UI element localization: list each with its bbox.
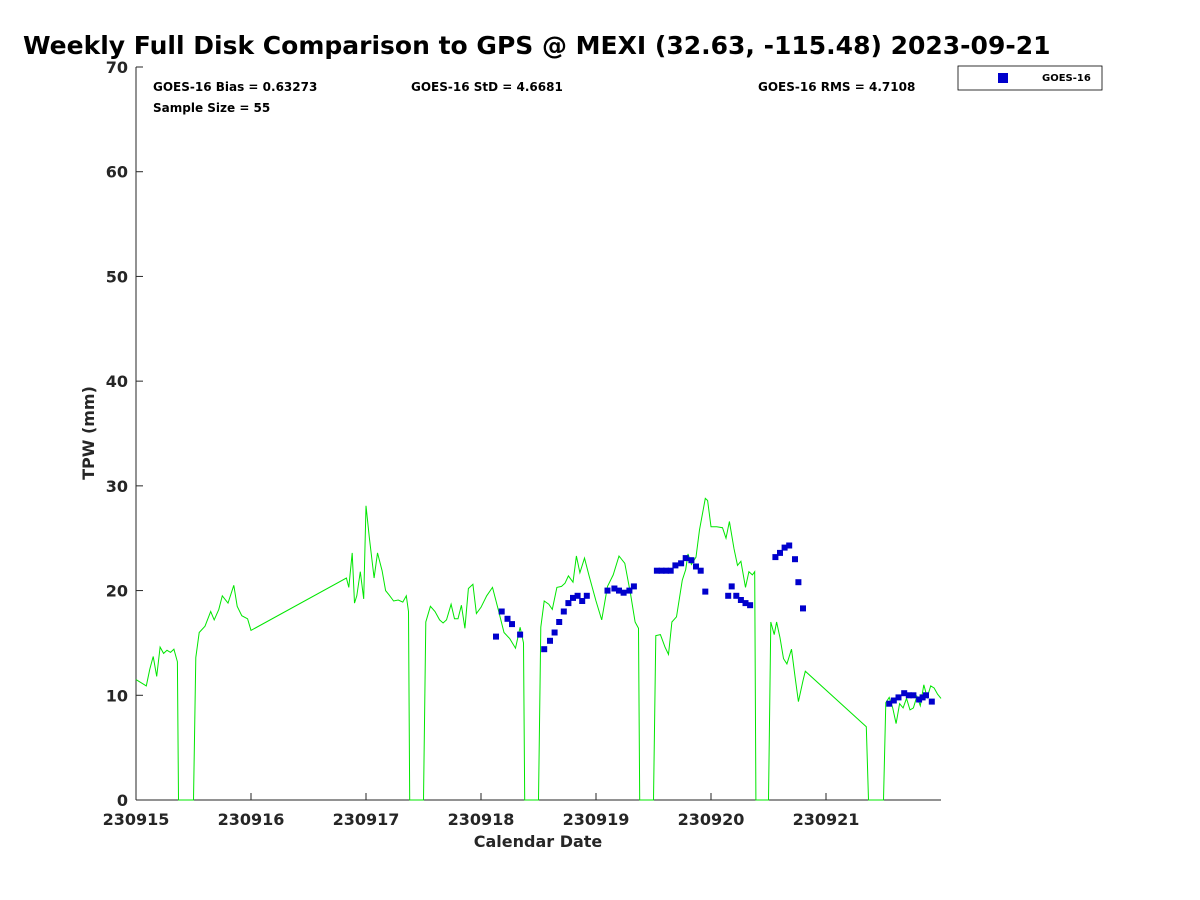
- goes16-data-point: [886, 700, 893, 707]
- std-stat: GOES-16 StD = 4.6681: [411, 80, 563, 94]
- sample-size-stat: Sample Size = 55: [153, 101, 270, 115]
- x-tick-label: 230921: [793, 810, 860, 829]
- goes16-data-point: [733, 592, 740, 599]
- goes16-data-point: [895, 694, 902, 701]
- goes16-data-point: [663, 567, 670, 574]
- goes16-data-point: [517, 631, 524, 638]
- plot-area: [135, 67, 941, 801]
- goes16-data-point: [626, 587, 633, 594]
- goes16-data-point: [611, 585, 618, 592]
- legend-box: [957, 65, 1103, 91]
- x-tick-label: 230916: [218, 810, 285, 829]
- goes16-data-point: [579, 598, 586, 604]
- goes16-data-point: [772, 554, 779, 561]
- goes16-data-point: [747, 602, 754, 609]
- goes16-data-point: [541, 646, 548, 653]
- y-axis-ticks: 0 10 20 30 40 50 60 70: [106, 58, 143, 810]
- goes16-data-point: [547, 637, 553, 644]
- goes16-data-point: [901, 690, 908, 697]
- x-axis-ticks: 230915 230916 230917 230918 230919 230920 2309…: [103, 793, 860, 829]
- y-tick-label: 60: [106, 163, 128, 182]
- x-tick-label: 230918: [448, 810, 515, 829]
- goes16-data-point: [910, 692, 917, 699]
- goes16-data-point: [498, 608, 505, 615]
- goes16-data-point: [737, 597, 744, 603]
- x-axis-label: Calendar Date: [474, 832, 603, 851]
- goes16-data-point: [616, 587, 622, 594]
- goes16-data-point: [777, 549, 783, 556]
- y-tick-label: 70: [106, 58, 128, 77]
- goes16-data-point: [693, 563, 699, 570]
- legend-square-icon: [998, 73, 1008, 83]
- goes16-series-points: [493, 542, 935, 707]
- y-tick-label: 10: [106, 686, 128, 705]
- legend-label: GOES-16: [1042, 73, 1091, 84]
- goes16-data-point: [565, 600, 572, 607]
- goes16-data-point: [702, 588, 709, 595]
- x-tick-label: 230915: [103, 810, 170, 829]
- goes16-data-point: [697, 567, 704, 574]
- goes16-data-point: [725, 592, 732, 599]
- goes16-data-point: [742, 600, 749, 607]
- x-tick-label: 230919: [563, 810, 630, 829]
- y-tick-label: 0: [117, 791, 128, 810]
- chart-title: Weekly Full Disk Comparison to GPS @ MEX…: [23, 31, 1051, 60]
- goes16-data-point: [905, 692, 912, 699]
- x-tick-label: 230920: [678, 810, 745, 829]
- goes16-data-point: [890, 697, 897, 704]
- goes16-data-point: [672, 562, 679, 569]
- y-tick-label: 50: [106, 267, 128, 286]
- goes16-data-point: [620, 589, 627, 596]
- x-tick-label: 230917: [333, 810, 400, 829]
- legend: GOES-16: [957, 65, 1103, 91]
- goes16-data-point: [916, 696, 923, 703]
- y-tick-label: 40: [106, 372, 128, 391]
- goes16-data-point: [504, 615, 511, 622]
- gps-line-path: [135, 497, 942, 801]
- y-tick-label: 30: [106, 477, 128, 496]
- goes16-data-point: [688, 557, 695, 564]
- goes16-data-point: [653, 567, 660, 574]
- goes16-data-point: [556, 619, 563, 625]
- goes16-data-point: [795, 579, 802, 586]
- goes16-data-point: [786, 542, 793, 549]
- goes16-data-point: [682, 555, 689, 562]
- gps-series-line: [135, 497, 942, 801]
- goes16-data-point: [493, 633, 499, 640]
- goes16-data-point: [923, 692, 929, 699]
- goes16-data-point: [509, 621, 515, 628]
- goes16-data-point: [728, 583, 735, 590]
- goes16-data-point: [781, 544, 788, 551]
- goes16-data-point: [667, 567, 674, 574]
- goes16-data-point: [583, 592, 590, 599]
- goes16-data-point: [574, 592, 581, 599]
- goes16-data-point: [570, 594, 576, 601]
- goes16-data-point: [919, 694, 926, 701]
- goes16-data-point: [551, 629, 558, 636]
- goes16-data-point: [678, 560, 685, 567]
- y-axis-label: TPW (mm): [79, 386, 98, 480]
- rms-stat: GOES-16 RMS = 4.7108: [758, 80, 915, 94]
- goes16-data-point: [658, 567, 665, 574]
- goes16-data-point: [792, 556, 798, 563]
- y-tick-label: 20: [106, 582, 128, 601]
- goes16-data-point: [604, 587, 611, 594]
- bias-stat: GOES-16 Bias = 0.63273: [153, 80, 317, 94]
- goes16-data-point: [560, 608, 567, 615]
- goes16-data-point: [630, 583, 637, 590]
- goes16-data-point: [800, 605, 806, 612]
- goes16-data-point: [928, 698, 935, 705]
